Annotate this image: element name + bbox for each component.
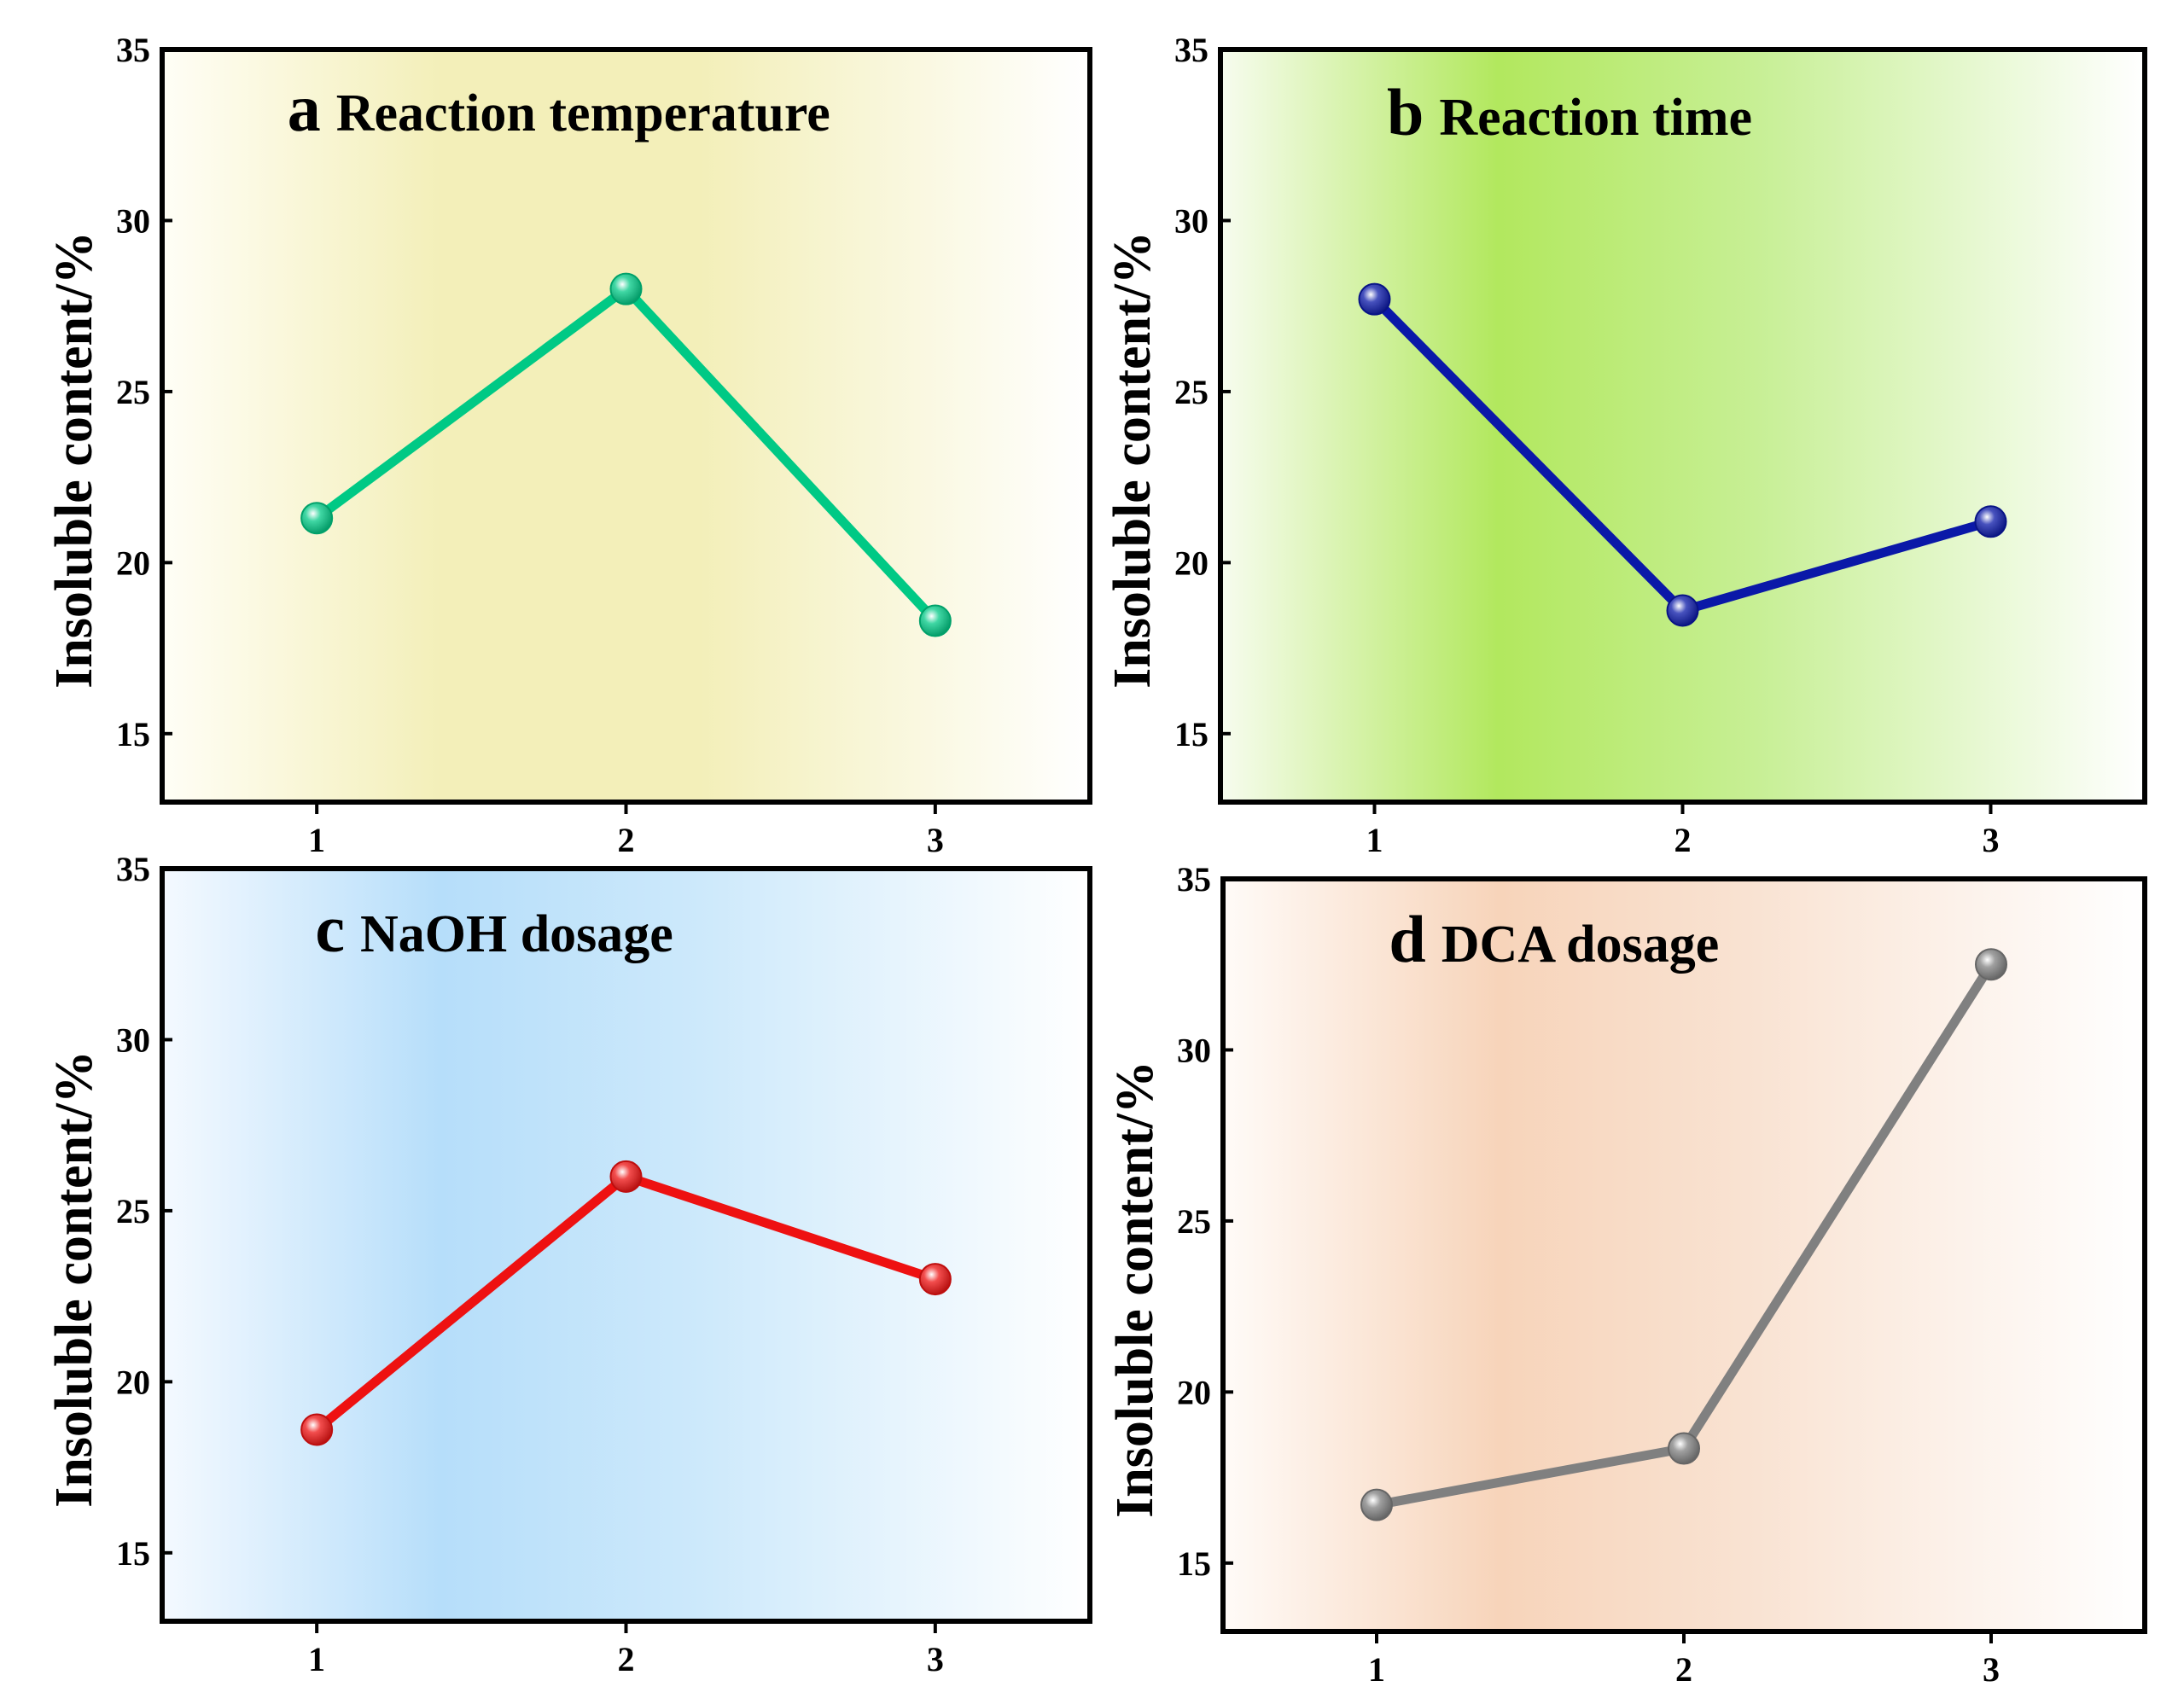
plot-background	[162, 49, 1090, 802]
data-point	[1666, 594, 1699, 627]
plot-background	[1223, 879, 2145, 1631]
y-tick-label: 25	[116, 1192, 150, 1230]
y-tick-label: 20	[116, 544, 150, 582]
panel-b: 15 20 25 30 35 1 2 3 b Reaction time Insoluble con…	[1104, 31, 2147, 859]
panel-a: 15 20 25 30 35 1 2 3 a Reaction temperature Insolu…	[45, 31, 1092, 859]
y-tick-label: 35	[116, 31, 150, 69]
x-tick-label: 1	[308, 1640, 325, 1678]
x-tick-label: 3	[1983, 1650, 2000, 1689]
plot-frame	[1220, 876, 2147, 1634]
plot-background	[162, 869, 1090, 1621]
y-tick-label: 30	[116, 1021, 150, 1059]
x-tick-label: 2	[1675, 1650, 1692, 1689]
panel-title: a Reaction temperature	[288, 71, 830, 145]
data-point	[918, 604, 952, 637]
plot-frame	[1218, 47, 2147, 805]
y-tick-label: 20	[1177, 1373, 1211, 1411]
plot-background	[1220, 49, 2145, 802]
y-tick-label: 15	[116, 1534, 150, 1573]
data-point	[1360, 1488, 1393, 1521]
y-axis-label: Insoluble content/%	[1104, 231, 1162, 689]
y-tick-label: 25	[1177, 1202, 1211, 1241]
data-point	[300, 1413, 334, 1446]
data-point	[1668, 1432, 1700, 1465]
panel-title-text: Reaction temperature	[336, 84, 830, 142]
y-axis-label: Insoluble content/%	[45, 231, 103, 689]
panel-letter: d	[1389, 902, 1425, 976]
data-point	[1358, 282, 1391, 316]
panel-title-text: NaOH dosage	[360, 905, 673, 963]
y-tick-label: 25	[116, 373, 150, 411]
y-tick-label: 20	[116, 1363, 150, 1401]
x-tick-label: 2	[618, 1640, 635, 1678]
panel-title: d DCA dosage	[1389, 902, 1719, 976]
panels: 15 20 25 30 35 1 2 3 a Reaction temperature Insolu…	[45, 31, 2147, 1689]
y-tick-label: 15	[1177, 1544, 1211, 1583]
data-point	[918, 1263, 952, 1296]
panel-title-text: DCA dosage	[1441, 916, 1720, 974]
y-tick-label: 30	[1174, 201, 1208, 240]
y-tick-label: 35	[1174, 31, 1208, 69]
panel-c: 15 20 25 30 35 1 2 3 c NaOH dosage Insoluble conte…	[45, 850, 1092, 1678]
y-tick-label: 25	[1174, 373, 1208, 411]
panel-title-text: Reaction time	[1439, 89, 1752, 147]
y-tick-label: 35	[1177, 860, 1211, 899]
x-tick-label: 2	[1674, 821, 1692, 859]
x-tick-label: 2	[618, 821, 635, 859]
panel-title: b Reaction time	[1387, 75, 1752, 149]
plot-frame	[160, 47, 1092, 805]
panel-letter: c	[315, 892, 345, 966]
y-axis-label: Insoluble content/%	[1106, 1061, 1164, 1518]
y-tick-label: 15	[116, 715, 150, 753]
x-tick-label: 1	[308, 821, 325, 859]
data-point	[609, 1160, 643, 1193]
data-point	[1974, 505, 2007, 538]
y-tick-label: 15	[1174, 715, 1208, 753]
y-tick-label: 30	[116, 201, 150, 240]
data-point	[609, 272, 643, 305]
data-point	[1975, 948, 2007, 981]
y-axis-label: Insoluble content/%	[45, 1050, 103, 1508]
panel-letter: b	[1387, 75, 1424, 149]
x-tick-label: 3	[1983, 821, 2000, 859]
y-tick-label: 30	[1177, 1031, 1211, 1069]
x-tick-label: 3	[927, 821, 944, 859]
plot-frame	[160, 866, 1092, 1624]
y-tick-label: 20	[1174, 544, 1208, 582]
x-tick-label: 1	[1366, 821, 1383, 859]
panel-title: c NaOH dosage	[315, 892, 673, 966]
panel-d: 15 20 25 30 35 1 2 3 d DCA dosage Insoluble conten…	[1106, 860, 2147, 1689]
x-tick-label: 1	[1368, 1650, 1385, 1689]
data-point	[300, 502, 334, 535]
y-tick-label: 35	[116, 850, 150, 888]
x-tick-label: 3	[927, 1640, 944, 1678]
panel-letter: a	[288, 71, 321, 145]
